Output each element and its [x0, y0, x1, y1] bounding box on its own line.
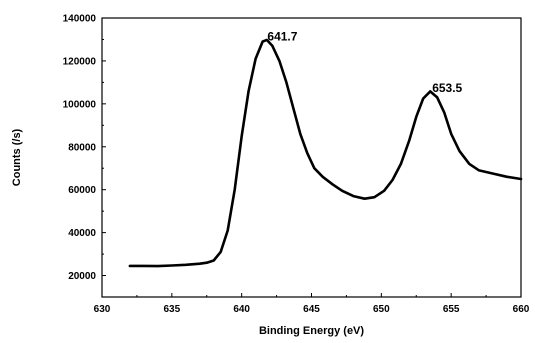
x-tick-label: 630 — [94, 304, 111, 315]
x-tick-label: 645 — [303, 304, 320, 315]
x-tick-label: 655 — [443, 304, 460, 315]
y-tick-label: 120000 — [63, 56, 97, 67]
y-tick-label: 60000 — [68, 185, 96, 196]
y-tick-label: 140000 — [63, 14, 97, 25]
plot-border — [101, 17, 522, 298]
y-axis-ticks: 20000 40000 60000 80000 100000 120000 140000 — [63, 14, 106, 298]
y-tick-label: 80000 — [68, 142, 96, 153]
x-tick-label: 660 — [513, 304, 530, 315]
x-tick-label: 650 — [373, 304, 390, 315]
y-tick-label: 20000 — [68, 271, 96, 282]
peak-label: 641.7 — [267, 29, 297, 43]
y-axis-title: Counts (/s) — [11, 128, 23, 186]
x-tick-label: 640 — [233, 304, 250, 315]
x-tick-label: 635 — [163, 304, 180, 315]
x-axis-ticks: 630 635 640 645 650 655 660 — [94, 293, 530, 315]
spectrum-line — [128, 38, 523, 268]
x-axis-title: Binding Energy (eV) — [259, 325, 364, 337]
y-tick-label: 40000 — [68, 228, 96, 239]
y-tick-label: 100000 — [63, 99, 97, 110]
plot-frame — [101, 17, 522, 298]
peak-annotations: 641.7 653.5 — [267, 29, 462, 95]
peak-label: 653.5 — [432, 81, 462, 95]
